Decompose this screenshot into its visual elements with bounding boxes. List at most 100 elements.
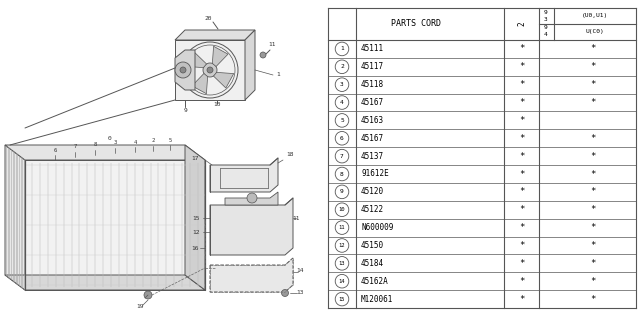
Text: 11: 11	[268, 43, 276, 47]
Text: 1: 1	[276, 73, 280, 77]
Text: 11: 11	[292, 215, 300, 220]
Text: 3: 3	[340, 82, 344, 87]
Text: 45162A: 45162A	[361, 277, 388, 286]
Text: *: *	[590, 188, 595, 196]
Text: *: *	[590, 62, 595, 71]
Text: 45150: 45150	[361, 241, 384, 250]
Text: 20: 20	[204, 15, 212, 20]
Text: *: *	[590, 223, 595, 232]
Text: 4: 4	[133, 140, 136, 145]
Text: *: *	[590, 170, 595, 179]
Text: M120061: M120061	[361, 295, 394, 304]
Text: 5: 5	[168, 138, 172, 142]
Polygon shape	[5, 145, 205, 160]
Text: 45118: 45118	[361, 80, 384, 89]
Text: 0: 0	[108, 135, 112, 140]
Text: 6: 6	[340, 136, 344, 141]
Text: *: *	[590, 277, 595, 286]
Polygon shape	[245, 30, 255, 100]
Text: 5: 5	[340, 118, 344, 123]
Text: *: *	[519, 62, 524, 71]
Text: 7: 7	[340, 154, 344, 159]
Text: 91612E: 91612E	[361, 170, 388, 179]
Polygon shape	[210, 158, 278, 192]
Text: 10: 10	[339, 207, 345, 212]
Text: *: *	[519, 223, 524, 232]
Polygon shape	[25, 160, 205, 290]
Text: 11: 11	[339, 225, 345, 230]
Text: *: *	[590, 295, 595, 304]
Text: *: *	[519, 44, 524, 53]
Polygon shape	[5, 275, 205, 290]
Text: 45122: 45122	[361, 205, 384, 214]
Text: 45120: 45120	[361, 188, 384, 196]
Text: 2: 2	[517, 22, 526, 26]
Text: *: *	[519, 134, 524, 143]
Circle shape	[180, 67, 186, 73]
Text: *: *	[519, 152, 524, 161]
Text: *: *	[590, 134, 595, 143]
Text: 16: 16	[191, 245, 199, 251]
Text: 4: 4	[340, 100, 344, 105]
Text: *: *	[519, 277, 524, 286]
Circle shape	[175, 62, 191, 78]
Circle shape	[203, 63, 217, 77]
Polygon shape	[175, 40, 245, 100]
Polygon shape	[214, 72, 234, 88]
Polygon shape	[192, 74, 207, 94]
Text: 13: 13	[296, 291, 304, 295]
Text: *: *	[519, 205, 524, 214]
Text: 12: 12	[192, 229, 200, 235]
Polygon shape	[186, 52, 207, 68]
Text: *: *	[519, 80, 524, 89]
Text: 4: 4	[544, 32, 548, 37]
Circle shape	[260, 52, 266, 58]
Text: (U0,U1): (U0,U1)	[582, 13, 608, 18]
Text: 1: 1	[340, 46, 344, 52]
Text: N600009: N600009	[361, 223, 394, 232]
Circle shape	[247, 193, 257, 203]
Polygon shape	[175, 50, 195, 90]
Text: 14: 14	[296, 268, 304, 273]
Text: 45163: 45163	[361, 116, 384, 125]
Polygon shape	[212, 46, 228, 67]
Polygon shape	[225, 192, 278, 205]
Text: 14: 14	[339, 279, 345, 284]
Circle shape	[144, 291, 152, 299]
Text: *: *	[590, 98, 595, 107]
Text: *: *	[519, 170, 524, 179]
Circle shape	[207, 67, 213, 73]
Text: 9: 9	[544, 10, 548, 15]
Text: *: *	[590, 259, 595, 268]
Text: 10: 10	[213, 102, 221, 108]
Text: 15: 15	[192, 215, 200, 220]
Text: 7: 7	[74, 145, 77, 149]
Text: 13: 13	[339, 261, 345, 266]
Text: *: *	[590, 44, 595, 53]
Text: U(C0): U(C0)	[586, 29, 604, 34]
Text: *: *	[519, 116, 524, 125]
Polygon shape	[175, 30, 255, 40]
Text: 2: 2	[340, 64, 344, 69]
Text: *: *	[590, 205, 595, 214]
Text: 45117: 45117	[361, 62, 384, 71]
Text: 45111: 45111	[361, 44, 384, 53]
Text: 2: 2	[152, 139, 155, 143]
Text: 45167: 45167	[361, 98, 384, 107]
Polygon shape	[210, 258, 293, 292]
Text: *: *	[590, 80, 595, 89]
Text: 6: 6	[53, 148, 56, 153]
Text: *: *	[519, 188, 524, 196]
Text: *: *	[590, 241, 595, 250]
Text: 15: 15	[339, 297, 345, 301]
Text: 19: 19	[136, 305, 144, 309]
Text: *: *	[519, 259, 524, 268]
Text: 8: 8	[93, 142, 97, 148]
Text: *: *	[519, 98, 524, 107]
Text: 17: 17	[191, 156, 199, 161]
Text: 18: 18	[286, 153, 294, 157]
Text: 12: 12	[339, 243, 345, 248]
Text: PARTS CORD: PARTS CORD	[391, 20, 441, 28]
Text: 3: 3	[544, 17, 548, 22]
Text: 9: 9	[340, 189, 344, 194]
